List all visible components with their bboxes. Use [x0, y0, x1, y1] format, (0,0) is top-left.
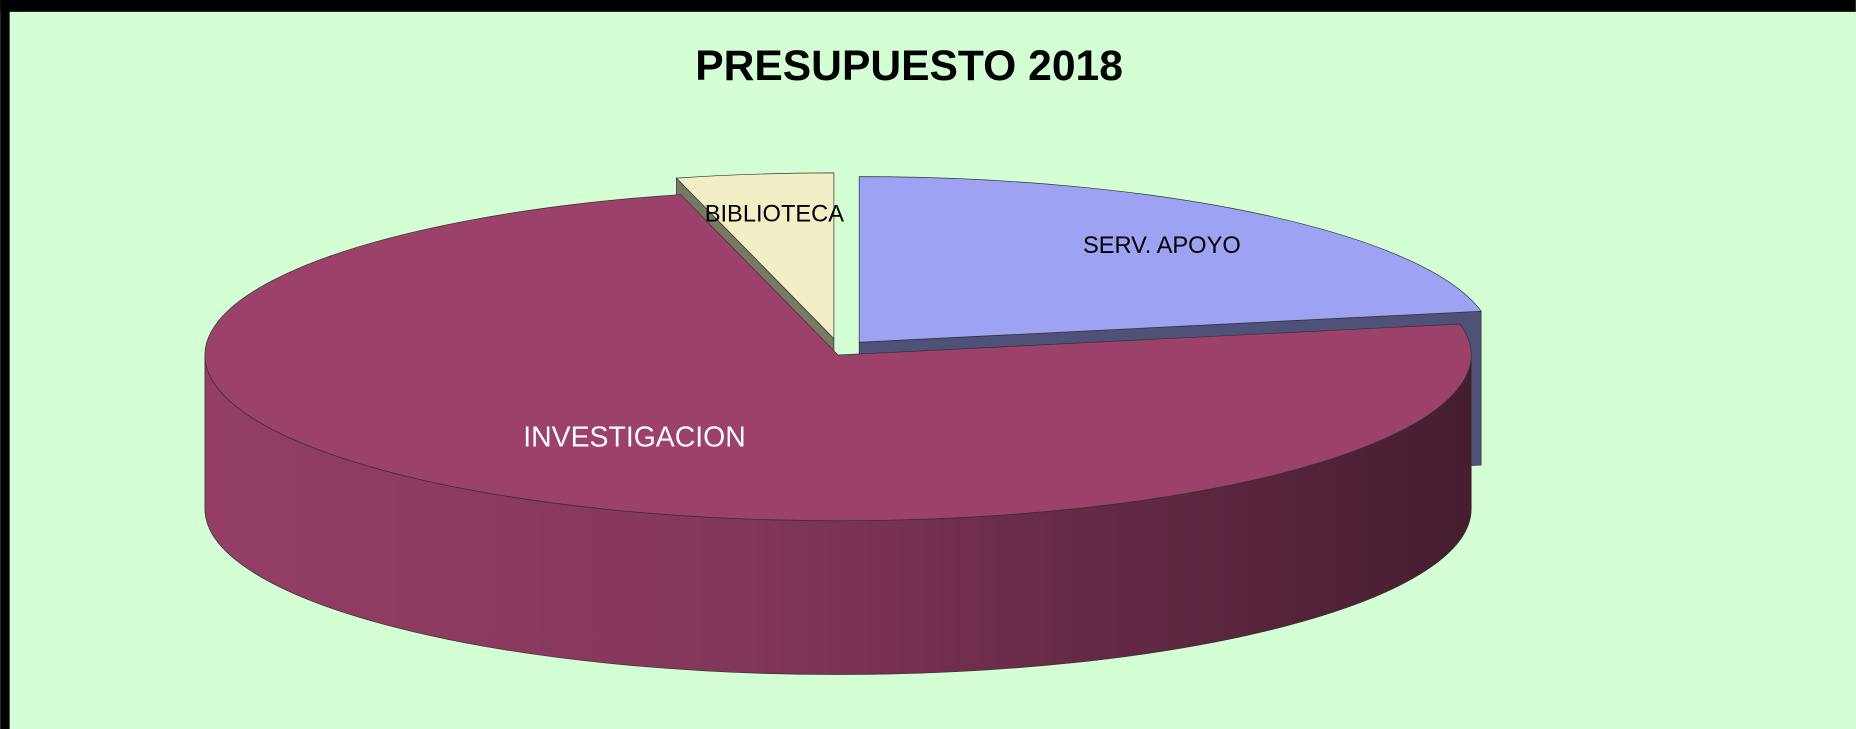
pie-labels: SERV. APOYO INVESTIGACION BIBLIOTECA: [523, 202, 1240, 454]
slice-label: INVESTIGACION: [523, 421, 745, 453]
pie-slice: [675, 172, 835, 340]
frame-top: [0, 0, 1856, 12]
slice-label: BIBLIOTECA: [705, 202, 845, 228]
pie-tops: [204, 172, 1482, 522]
pie-slice: [204, 194, 1472, 522]
pie-slice: [858, 176, 1482, 343]
slice-label: SERV. APOYO: [1083, 233, 1241, 259]
frame-left: [0, 0, 10, 729]
chart-title: PRESUPUESTO 2018: [695, 42, 1123, 90]
